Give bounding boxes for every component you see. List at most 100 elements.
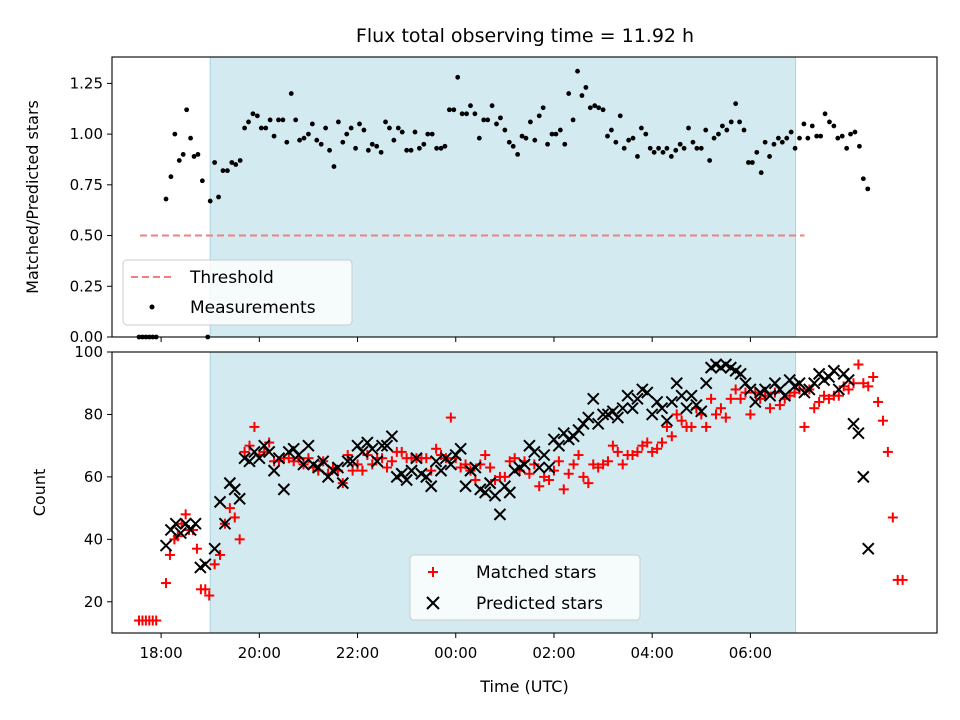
- measurement-point: [532, 137, 538, 143]
- predicted-star-point: [424, 480, 438, 493]
- measurement-point: [446, 107, 452, 113]
- measurement-point: [857, 143, 862, 149]
- measurement-point: [408, 147, 414, 153]
- matched-star-point: [475, 459, 486, 470]
- predicted-star-point: [454, 442, 467, 455]
- measurement-point: [383, 119, 388, 125]
- measurement-point: [690, 139, 696, 145]
- measurement-point: [792, 145, 798, 151]
- predicted-star-point: [434, 464, 448, 477]
- matched-star-point: [607, 440, 618, 451]
- matched-star-points: [134, 359, 908, 626]
- measurement-point: [651, 149, 657, 155]
- matched-star-point: [632, 446, 643, 457]
- count-x-ticks: 18:00 20:00 22:00 00:00 02:00 04:00 06:00: [139, 633, 772, 662]
- measurement-point: [566, 91, 572, 96]
- predicted-star-point: [331, 461, 345, 474]
- measurement-point: [527, 119, 533, 125]
- matched-star-point: [264, 437, 275, 448]
- measurement-point: [805, 135, 811, 141]
- measurement-point: [788, 129, 794, 135]
- measurement-point: [686, 125, 691, 131]
- measurement-point: [860, 176, 866, 182]
- measurement-point: [703, 127, 709, 133]
- measurement-point: [681, 145, 687, 151]
- predicted-star-point: [631, 392, 644, 406]
- measurement-point: [596, 105, 602, 111]
- measurement-point: [647, 145, 653, 151]
- predicted-star-point: [316, 455, 330, 468]
- matched-star-point: [583, 478, 594, 489]
- measurement-point: [506, 139, 512, 145]
- measurement-point: [707, 158, 713, 163]
- measurement-point: [630, 135, 636, 141]
- legend-matched-swatch: [428, 567, 438, 577]
- predicted-star-point: [444, 458, 458, 471]
- matched-star-point: [666, 431, 677, 442]
- measurement-point: [288, 91, 294, 96]
- matched-star-point: [303, 453, 314, 464]
- matched-star-point: [853, 359, 864, 370]
- measurement-point: [626, 137, 632, 143]
- matched-star-point: [652, 443, 663, 454]
- measurement-point: [635, 154, 640, 159]
- predicted-star-point: [537, 448, 551, 462]
- measurement-point: [314, 137, 320, 143]
- predicted-star-point: [675, 389, 688, 402]
- matched-star-point: [765, 403, 776, 414]
- matched-star-point: [445, 412, 456, 423]
- predicted-star-point: [488, 489, 502, 502]
- measurement-point: [724, 127, 730, 133]
- matched-star-point: [863, 381, 874, 392]
- measurement-point: [207, 198, 213, 204]
- matched-star-point: [357, 465, 368, 476]
- matched-star-point: [224, 503, 235, 514]
- predicted-star-point: [429, 455, 443, 468]
- measurement-point: [340, 139, 346, 145]
- measurement-point: [399, 129, 405, 135]
- measurement-point: [284, 139, 290, 145]
- matched-star-point: [794, 384, 805, 395]
- measurement-point: [225, 168, 230, 174]
- measurement-point: [237, 158, 243, 163]
- predicted-star-point: [218, 517, 232, 530]
- predicted-star-point: [169, 517, 183, 530]
- predicted-star-point: [262, 445, 276, 459]
- predicted-star-point: [380, 439, 394, 452]
- matched-star-point: [191, 543, 202, 554]
- matched-star-point: [151, 615, 162, 626]
- predicted-star-point: [596, 408, 610, 421]
- predicted-star-point: [852, 426, 865, 440]
- matched-star-point: [421, 453, 432, 464]
- predicted-star-point: [542, 461, 556, 474]
- measurement-point: [468, 103, 473, 109]
- predicted-star-point: [680, 401, 693, 415]
- legend-matched-label: Matched stars: [476, 563, 596, 583]
- predicted-star-point: [356, 445, 369, 459]
- measurement-point: [515, 151, 521, 157]
- predicted-star-point: [159, 539, 173, 552]
- measurement-point: [613, 139, 619, 145]
- measurement-point: [442, 143, 448, 149]
- measurement-points: [136, 68, 871, 340]
- predicted-star-point: [420, 470, 433, 484]
- predicted-star-point: [655, 401, 669, 415]
- predicted-star-point: [174, 526, 187, 540]
- ratio-legend: Threshold Measurements: [122, 259, 353, 326]
- predicted-star-point: [208, 542, 221, 555]
- matched-star-point: [882, 446, 893, 457]
- matched-star-point: [809, 403, 820, 414]
- predicted-star-point: [385, 430, 399, 443]
- matched-star-point: [558, 484, 569, 495]
- matched-star-point: [382, 462, 392, 473]
- matched-star-point: [657, 437, 667, 448]
- predicted-star-point: [621, 389, 634, 402]
- measurement-point: [357, 121, 362, 127]
- legend-predicted-swatch: [426, 596, 440, 610]
- predicted-star-point: [645, 408, 659, 421]
- measurement-point: [199, 178, 205, 184]
- matched-star-point: [769, 387, 780, 398]
- measurement-point: [818, 133, 824, 139]
- predicted-star-points: [159, 358, 875, 574]
- matched-star-point: [485, 462, 496, 473]
